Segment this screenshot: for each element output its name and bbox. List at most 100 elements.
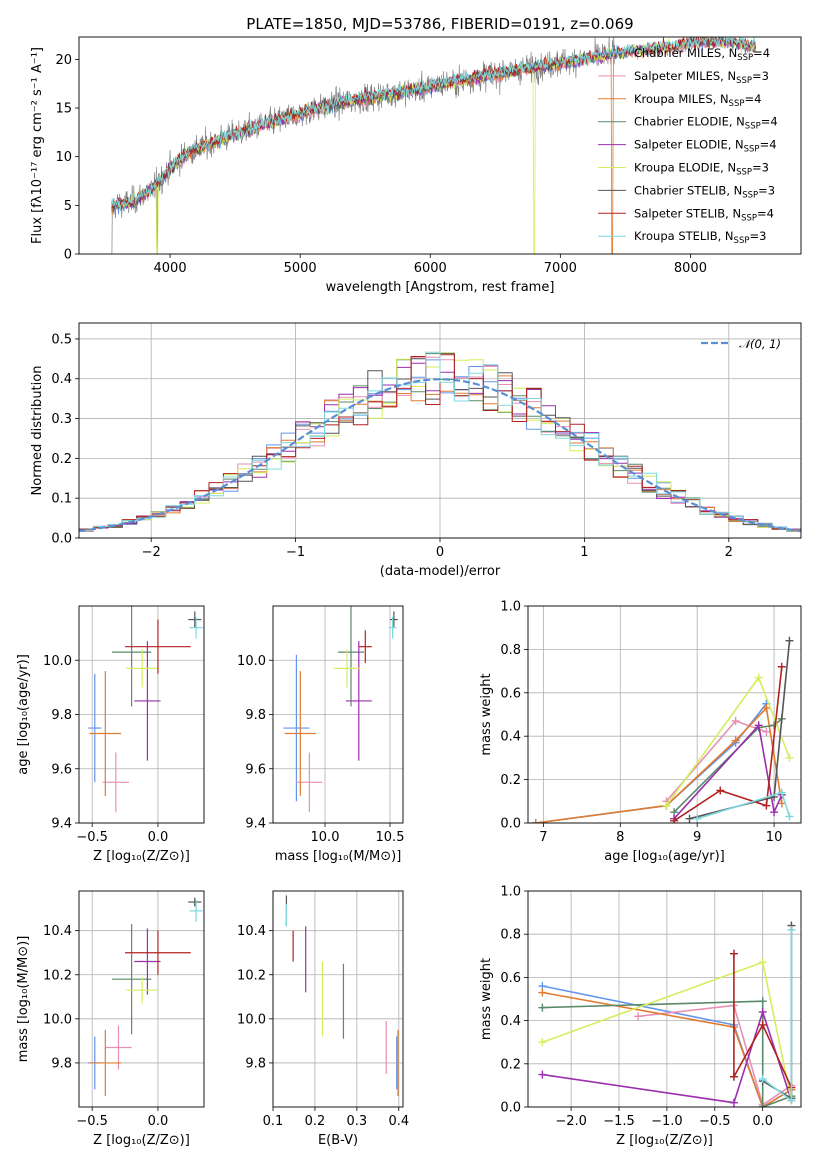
y-tick-label: 0.0 (500, 1101, 521, 1116)
weight-marker (538, 988, 547, 997)
model-spectrum-8 (111, 37, 756, 210)
y-tick-label: 10.4 (237, 924, 266, 939)
legend-entry: Kroupa MILES, NSSP=4 (634, 92, 761, 109)
weight-marker (531, 819, 540, 823)
legend-entry: Salpeter MILES, NSSP=3 (634, 69, 769, 86)
weight-marker (731, 717, 740, 726)
panel-z-mass: −0.5 0.0 9.8 10.0 10.2 10.4 Z [log₁₀(Z/Z⊙)] mas… (16, 890, 205, 1148)
normal-curve (79, 378, 801, 533)
y-tick-label: 9.8 (245, 1056, 266, 1071)
x-tick-label: 7000 (544, 261, 577, 276)
weight-line-2 (542, 991, 792, 1107)
y-axis-label: mass [log₁₀(M/M⊙)] (16, 936, 31, 1063)
panel-z-age: −0.5 0.0 9.4 9.6 9.8 10.0 Z [log₁₀(Z/Z⊙)] age [… (16, 605, 205, 864)
x-tick-label: −0.5 (76, 830, 108, 845)
weight-line-8 (762, 929, 793, 1103)
weight-marker (538, 1070, 547, 1079)
weight-marker (716, 786, 725, 795)
x-axis-label: age [log₁₀(age/yr)] (604, 849, 725, 864)
x-tick-label: 0.1 (263, 1114, 284, 1129)
weight-marker (538, 1038, 547, 1047)
x-tick-label: 6000 (414, 261, 447, 276)
y-tick-label: 5 (64, 199, 72, 214)
y-tick-label: 0.2 (500, 773, 521, 788)
y-tick-label: 10.2 (43, 968, 72, 983)
weight-marker (670, 816, 679, 823)
plot-area (538, 921, 796, 1107)
y-axis-label: mass weight (479, 958, 494, 1040)
plot-area (88, 897, 203, 1096)
y-tick-label: 0.1 (51, 492, 72, 507)
x-tick-label: 2 (725, 545, 733, 560)
panel-ebv-mass: 0.1 0.2 0.3 0.4 9.8 10.0 10.2 10.4 E(B-V) (237, 890, 409, 1148)
y-tick-label: 0.8 (500, 928, 521, 943)
weight-line-2 (535, 706, 783, 823)
y-tick-label: 9.4 (51, 817, 72, 832)
x-tick-label: −2.0 (555, 1114, 587, 1129)
y-tick-label: 0 (64, 248, 72, 263)
weight-line-7 (673, 666, 783, 822)
x-tick-label: 0.2 (305, 1114, 326, 1129)
y-tick-label: 10.0 (237, 1012, 266, 1027)
plot-area (531, 636, 794, 823)
axes-frame (527, 605, 802, 824)
y-tick-label: 0.6 (500, 971, 521, 986)
y-tick-label: 10.2 (237, 968, 266, 983)
weight-marker (785, 636, 794, 645)
x-axis-label: Z [log₁₀(Z/Z⊙)] (93, 1133, 190, 1148)
weight-marker (754, 721, 763, 730)
weight-marker (693, 814, 702, 823)
x-axis-label: wavelength [Angstrom, rest frame] (326, 280, 555, 295)
y-tick-label: 0.5 (51, 332, 72, 347)
y-tick-label: 10 (55, 150, 72, 165)
panel-residuals: −2 −1 0 1 2 0.0 0.1 0.2 0.3 0.4 0.5 (data-model)/er… (30, 322, 802, 579)
plot-area (88, 606, 203, 813)
x-tick-label: 0.0 (148, 1114, 169, 1129)
weight-marker (758, 997, 767, 1006)
x-tick-label: 4000 (154, 261, 187, 276)
weight-marker (785, 753, 794, 762)
weight-marker (787, 1096, 796, 1105)
weight-marker (754, 673, 763, 682)
y-tick-label: 1.0 (500, 600, 521, 615)
y-tick-label: 20 (55, 53, 72, 68)
y-tick-label: 0.4 (500, 1014, 521, 1029)
weight-marker (762, 703, 771, 712)
weight-marker (729, 1072, 738, 1081)
x-tick-label: −0.5 (76, 1114, 108, 1129)
weight-marker (729, 949, 738, 958)
x-tick-label: 10 (766, 830, 783, 845)
axes-frame (272, 605, 404, 824)
y-tick-label: 0.6 (500, 686, 521, 701)
y-tick-label: 9.8 (51, 708, 72, 723)
x-axis-label: Z [log₁₀(Z/Z⊙)] (616, 1133, 713, 1148)
legend-entry: Chabrier STELIB, NSSP=3 (634, 183, 775, 200)
x-tick-label: 1 (580, 545, 588, 560)
axes-frame (272, 890, 404, 1108)
x-tick-label: 5000 (284, 261, 317, 276)
histogram-8 (79, 351, 801, 538)
weight-marker (634, 1012, 643, 1021)
weight-line-4 (673, 723, 783, 820)
x-tick-label: 10.5 (376, 830, 405, 845)
x-axis-label: E(B-V) (318, 1133, 358, 1148)
x-tick-label: 10.0 (311, 830, 340, 845)
y-axis-label: mass weight (479, 673, 494, 755)
y-axis-label: Flux [fλ10⁻¹⁷ erg cm⁻² s⁻¹ A⁻¹] (30, 47, 45, 244)
axes-frame (78, 36, 802, 255)
x-axis-label: (data-model)/error (380, 564, 501, 579)
weight-line-6 (762, 925, 793, 1100)
axes-frame (527, 890, 802, 1108)
weight-marker (785, 812, 794, 821)
y-tick-label: 10.0 (237, 654, 266, 669)
legend-entry: Kroupa ELODIE, NSSP=3 (634, 161, 769, 178)
y-tick-label: 15 (55, 102, 72, 117)
y-tick-label: 9.4 (245, 817, 266, 832)
weight-marker (662, 801, 671, 810)
weight-marker (770, 808, 779, 817)
plot-area (283, 606, 398, 813)
plot-area (79, 351, 801, 538)
x-tick-label: −0.5 (699, 1114, 731, 1129)
y-axis-label: Normed distribution (30, 366, 45, 496)
